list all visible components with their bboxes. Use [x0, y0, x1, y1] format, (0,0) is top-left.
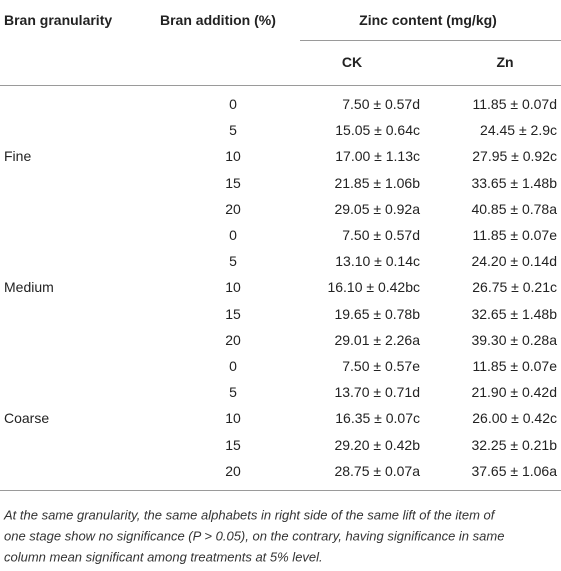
ck-cell: 7.50 ± 0.57d [342, 227, 420, 243]
zn-cell: 33.65 ± 1.48b [471, 174, 557, 191]
addition-cell: 10 [225, 279, 241, 296]
rule [0, 85, 561, 86]
header-addition: Bran addition (%) [160, 12, 276, 28]
ck-cell: 21.85 ± 1.06b [334, 174, 420, 191]
ck-cell: 13.10 ± 0.14c [335, 253, 420, 270]
addition-cell: 15 [225, 436, 241, 453]
rule [300, 40, 561, 41]
header-zn: Zn [496, 54, 514, 70]
zn-cell: 24.20 ± 0.14d [471, 253, 557, 270]
zn-cell: 32.65 ± 1.48b [471, 305, 557, 322]
addition-cell: 20 [225, 331, 241, 348]
zn-cell: 11.85 ± 0.07d [472, 96, 558, 112]
ck-cell: 29.20 ± 0.42b [334, 436, 420, 453]
group-label: Coarse [4, 410, 50, 427]
zn-cell: 39.30 ± 0.28a [471, 331, 557, 348]
addition-cell: 15 [225, 305, 241, 322]
addition-cell: 0 [229, 358, 237, 374]
zn-cell: 24.45 ± 2.9c [480, 122, 557, 139]
ck-cell: 15.05 ± 0.64c [335, 122, 420, 139]
addition-cell: 0 [229, 227, 237, 243]
zn-cell: 11.85 ± 0.07e [472, 227, 558, 243]
footnote-line: column mean significant among treatments… [4, 549, 323, 565]
zn-cell: 32.25 ± 0.21b [471, 436, 557, 453]
ck-cell: 17.00 ± 1.13c [335, 148, 420, 165]
ck-cell: 13.70 ± 0.71d [334, 384, 420, 401]
ck-cell: 7.50 ± 0.57e [342, 358, 420, 374]
ck-cell: 29.05 ± 0.92a [334, 200, 420, 217]
zn-cell: 21.90 ± 0.42d [471, 384, 557, 401]
ck-cell: 7.50 ± 0.57d [342, 96, 420, 112]
addition-cell: 5 [229, 253, 237, 270]
zn-cell: 11.85 ± 0.07e [472, 358, 558, 374]
addition-cell: 0 [229, 96, 237, 112]
ck-cell: 19.65 ± 0.78b [334, 305, 420, 322]
addition-cell: 10 [225, 148, 241, 165]
footnote-line: At the same granularity, the same alphab… [4, 507, 495, 523]
addition-cell: 20 [225, 462, 241, 479]
ck-cell: 28.75 ± 0.07a [334, 462, 420, 479]
rule [0, 490, 561, 491]
zn-cell: 37.65 ± 1.06a [471, 462, 557, 479]
ck-cell: 16.35 ± 0.07c [335, 410, 420, 427]
zn-cell: 40.85 ± 0.78a [471, 200, 557, 217]
header-granularity: Bran granularity [4, 12, 113, 28]
zn-cell: 27.95 ± 0.92c [472, 148, 557, 165]
footnote-line: one stage show no significance (P > 0.05… [4, 528, 505, 544]
addition-cell: 5 [229, 384, 237, 401]
addition-cell: 5 [229, 122, 237, 139]
zn-cell: 26.00 ± 0.42c [472, 410, 557, 427]
group-label: Medium [4, 279, 54, 296]
ck-cell: 16.10 ± 0.42bc [327, 279, 420, 296]
header-ck: CK [341, 54, 363, 70]
ck-cell: 29.01 ± 2.26a [334, 331, 420, 348]
zn-cell: 26.75 ± 0.21c [472, 279, 557, 296]
addition-cell: 15 [225, 174, 241, 191]
addition-cell: 10 [225, 410, 241, 427]
addition-cell: 20 [225, 200, 241, 217]
header-zinc: Zinc content (mg/kg) [359, 12, 497, 28]
group-label: Fine [4, 148, 32, 165]
